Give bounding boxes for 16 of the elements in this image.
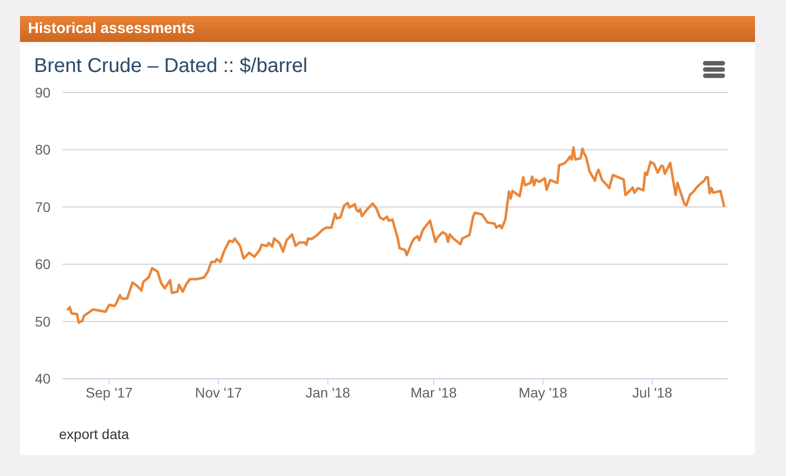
x-tick-label: Jan '18 [306, 384, 350, 401]
y-tick-label: 90 [35, 84, 51, 100]
line-series [66, 146, 726, 324]
y-tick-label: 60 [35, 256, 51, 272]
x-tick-label: Nov '17 [195, 384, 242, 401]
text: Historical assessments [28, 19, 195, 39]
x-tick-label: Mar '18 [410, 384, 457, 401]
text: export data [59, 425, 130, 443]
y-tick-label: 70 [35, 198, 51, 215]
y-tick-label: 50 [35, 313, 51, 330]
chart-title: Brent Crude – Dated :: $/barrel [34, 54, 308, 78]
y-tick-label: 80 [35, 142, 51, 158]
x-tick-label: Sep '17 [86, 384, 133, 401]
x-tick-label: Jul '18 [632, 384, 673, 401]
y-tick-label: 40 [35, 370, 51, 387]
x-tick-label: May '18 [518, 384, 568, 401]
